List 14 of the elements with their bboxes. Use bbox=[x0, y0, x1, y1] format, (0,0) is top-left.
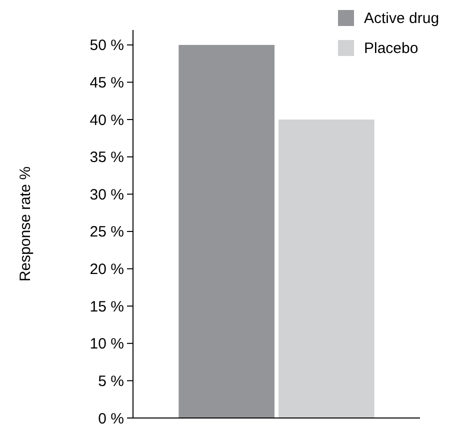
y-tick-label: 35 % bbox=[90, 149, 124, 166]
y-tick-label: 15 % bbox=[90, 298, 124, 316]
y-axis-title: Response rate % bbox=[17, 166, 34, 282]
y-tick-label: 10 % bbox=[90, 336, 124, 353]
y-tick-label: 25 % bbox=[90, 224, 124, 241]
y-tick-label: 40 % bbox=[90, 112, 124, 129]
y-tick-label: 50 % bbox=[90, 37, 124, 54]
y-tick-label: 20 % bbox=[90, 261, 124, 278]
y-tick-label: 30 % bbox=[90, 186, 124, 204]
y-tick-label: 45 % bbox=[90, 74, 124, 92]
y-tick-label: 0 % bbox=[98, 410, 124, 428]
legend-label: Placebo bbox=[364, 40, 418, 57]
y-tick-label: 5 % bbox=[98, 372, 124, 390]
legend-label: Active drug bbox=[364, 10, 440, 27]
